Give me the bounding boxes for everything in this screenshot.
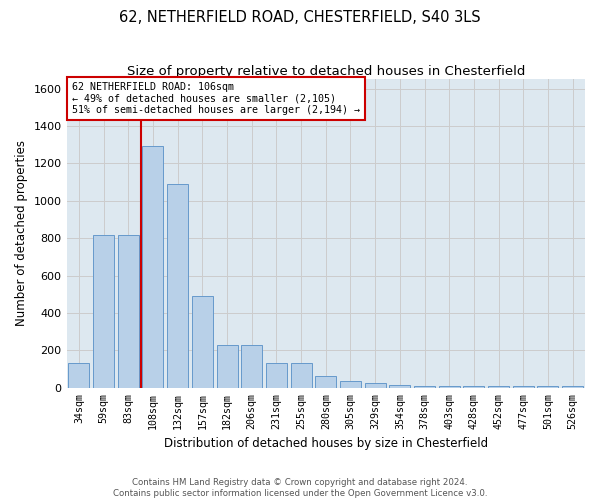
Bar [389, 385, 410, 388]
Bar [118, 236, 139, 388]
Text: 62, NETHERFIELD ROAD, CHESTERFIELD, S40 3LS: 62, NETHERFIELD ROAD, CHESTERFIELD, S40 … [119, 10, 481, 25]
Bar [266, 364, 287, 388]
Bar [290, 364, 311, 388]
Bar [167, 184, 188, 388]
Bar [463, 386, 484, 388]
Y-axis label: Number of detached properties: Number of detached properties [15, 140, 28, 326]
X-axis label: Distribution of detached houses by size in Chesterfield: Distribution of detached houses by size … [164, 437, 488, 450]
Bar [488, 386, 509, 388]
Bar [217, 345, 238, 388]
Text: 62 NETHERFIELD ROAD: 106sqm
← 49% of detached houses are smaller (2,105)
51% of : 62 NETHERFIELD ROAD: 106sqm ← 49% of det… [72, 82, 360, 116]
Bar [365, 383, 386, 388]
Text: Contains HM Land Registry data © Crown copyright and database right 2024.
Contai: Contains HM Land Registry data © Crown c… [113, 478, 487, 498]
Title: Size of property relative to detached houses in Chesterfield: Size of property relative to detached ho… [127, 65, 525, 78]
Bar [241, 345, 262, 388]
Bar [538, 386, 559, 388]
Bar [68, 362, 89, 388]
Bar [439, 386, 460, 388]
Bar [315, 376, 336, 388]
Bar [142, 146, 163, 388]
Bar [513, 386, 534, 388]
Bar [340, 380, 361, 388]
Bar [414, 386, 435, 388]
Bar [93, 236, 114, 388]
Bar [562, 386, 583, 388]
Bar [192, 296, 213, 388]
